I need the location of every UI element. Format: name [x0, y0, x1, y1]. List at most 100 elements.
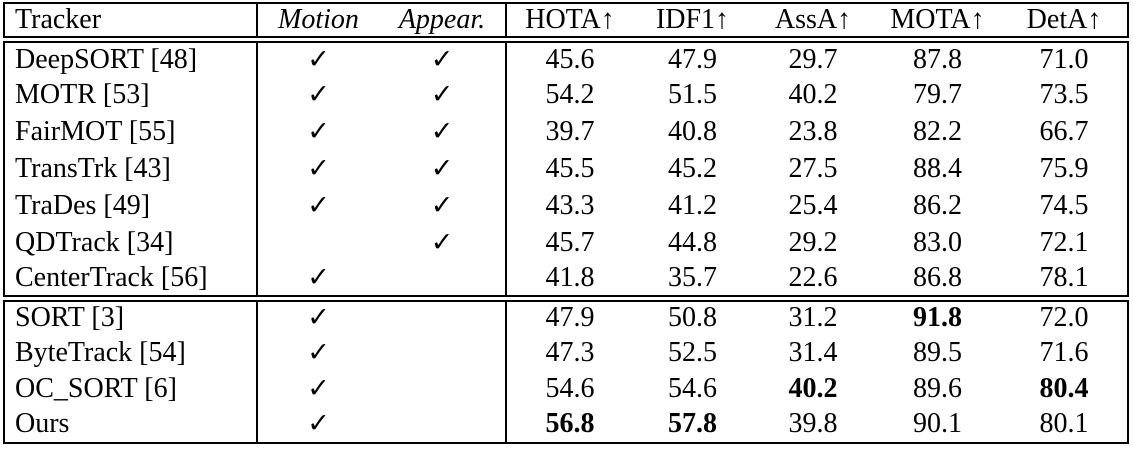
cell-appear: [379, 334, 507, 371]
table-body: DeepSORT [48] ✓ ✓ 45.6 47.9 29.7 87.8 71.0 MOTR …: [4, 39, 1128, 443]
appear-check-icon: ✓: [430, 227, 454, 258]
cell-motion: ✓: [257, 114, 379, 151]
cell-hota: 41.8: [506, 261, 633, 302]
cell-motion: ✓: [257, 299, 379, 335]
header-idf1: IDF1↑: [633, 3, 752, 43]
cell-mota: 88.4: [913, 153, 962, 184]
cell-deta: 75.9: [1039, 153, 1089, 184]
cell-deta: 80.4: [1039, 372, 1089, 404]
motion-check-icon: ✓: [307, 262, 330, 294]
header-motion: Motion: [257, 3, 379, 43]
cell-mota: 79.7: [913, 79, 962, 110]
cell-assa: 29.2: [788, 227, 838, 258]
appear-check-icon: ✓: [430, 79, 454, 110]
cell-motion: ✓: [257, 261, 379, 302]
cell-motion: ✓: [257, 40, 379, 77]
motion-check-icon: ✓: [307, 79, 330, 110]
cell-assa: 25.4: [788, 190, 838, 221]
row-bytetrack-54: ByteTrack [54] ✓ 47.3 52.5 31.4 89.5 71.6: [4, 334, 1128, 371]
cell-tracker: QDTrack [34]: [4, 224, 258, 262]
cell-appear: ✓: [379, 76, 507, 114]
header-deta: DetA↑: [1001, 3, 1128, 43]
cell-mota: 86.2: [913, 190, 962, 221]
cell-assa: 31.2: [788, 302, 838, 334]
cell-idf1: 57.8: [668, 408, 717, 439]
cell-mota: 86.8: [874, 261, 1001, 302]
cell-assa: 27.5: [788, 153, 838, 184]
cell-hota: 54.6: [545, 372, 595, 404]
cell-assa: 40.2: [788, 79, 838, 110]
cell-tracker: FairMOT [55]: [4, 113, 258, 151]
cell-idf1: 40.8: [668, 116, 717, 147]
header-row: Tracker Motion Appear. HOTA↑ IDF1↑ AssA↑ MOTA↑…: [4, 3, 1128, 43]
cell-deta: 74.5: [1039, 190, 1089, 221]
cell-hota: 39.7: [545, 116, 595, 147]
cell-deta: 72.0: [1039, 302, 1089, 334]
cell-appear: ✓: [379, 224, 507, 262]
cell-tracker: MOTR [53]: [4, 76, 258, 114]
motion-check-icon: ✓: [307, 153, 330, 184]
motion-check-icon: ✓: [307, 336, 330, 368]
row-fairmot-55: FairMOT [55] ✓ ✓ 39.7 40.8 23.8 82.2 66.7: [4, 113, 1128, 151]
row-ours: Ours ✓ 56.8 57.8 39.8 90.1 80.1: [4, 406, 1128, 443]
cell-deta: 71.0: [1039, 43, 1089, 75]
cell-deta: 80.1: [1039, 408, 1089, 439]
cell-tracker: DeepSORT [48]: [4, 39, 258, 77]
cell-hota: 43.3: [545, 190, 595, 221]
cell-assa: 23.8: [788, 116, 838, 147]
cell-mota: 89.6: [913, 372, 962, 404]
cell-idf1: 45.2: [668, 153, 717, 184]
cell-motion: ✓: [257, 151, 379, 188]
cell-tracker: Ours: [4, 406, 258, 443]
cell-motion: ✓: [257, 335, 379, 371]
cell-mota: 83.0: [913, 227, 962, 258]
cell-tracker: ByteTrack [54]: [4, 334, 258, 371]
cell-appear: ✓: [379, 113, 507, 151]
cell-hota: 47.9: [545, 302, 595, 334]
tracker-results-table: Tracker Motion Appear. HOTA↑ IDF1↑ AssA↑ MOTA↑…: [3, 2, 1129, 444]
cell-idf1: 50.8: [668, 302, 717, 334]
motion-check-icon: ✓: [307, 43, 330, 75]
motion-check-icon: ✓: [307, 302, 330, 334]
cell-hota: 47.3: [545, 336, 595, 368]
row-deepsort-48: DeepSORT [48] ✓ ✓ 45.6 47.9 29.7 87.8 71.0: [4, 39, 1128, 77]
appear-check-icon: ✓: [430, 153, 454, 184]
header-hota: HOTA↑: [506, 3, 633, 43]
cell-assa: 39.8: [788, 408, 838, 439]
cell-tracker: OC_SORT [6]: [4, 370, 258, 407]
cell-tracker: TransTrk [43]: [4, 150, 258, 188]
cell-motion: ✓: [257, 77, 379, 114]
cell-mota: 89.5: [913, 336, 962, 368]
cell-appear: ✓: [379, 39, 507, 77]
motion-check-icon: ✓: [307, 116, 330, 147]
motion-check-icon: ✓: [307, 408, 330, 439]
cell-idf1: 44.8: [668, 227, 717, 258]
cell-mota: 87.8: [913, 43, 962, 75]
cell-idf1: 41.2: [668, 190, 717, 221]
cell-appear: [379, 406, 507, 443]
row-centertrack-56: CenterTrack [56] ✓ 41.8 35.7 22.6 86.8 78.1: [4, 261, 1128, 302]
cell-deta: 72.1: [1039, 227, 1089, 258]
row-transtrk-43: TransTrk [43] ✓ ✓ 45.5 45.2 27.5 88.4 75.9: [4, 150, 1128, 188]
cell-motion: [257, 225, 379, 262]
cell-hota: 45.7: [545, 227, 595, 258]
cell-tracker: TraDes [49]: [4, 187, 258, 225]
cell-mota: 90.1: [913, 408, 962, 439]
motion-check-icon: ✓: [307, 372, 330, 404]
cell-hota: 45.6: [545, 43, 595, 75]
appear-check-icon: ✓: [430, 116, 454, 147]
cell-mota: 91.8: [913, 302, 962, 334]
motion-check-icon: ✓: [307, 190, 330, 221]
cell-appear: [379, 298, 507, 335]
cell-motion: ✓: [257, 371, 379, 407]
cell-tracker: CenterTrack [56]: [4, 261, 258, 302]
header-mota: MOTA↑: [874, 3, 1001, 43]
appear-check-icon: ✓: [430, 43, 454, 75]
cell-tracker: SORT [3]: [4, 298, 258, 335]
cell-mota: 82.2: [913, 116, 962, 147]
row-sort-3: SORT [3] ✓ 47.9 50.8 31.2 91.8 72.0: [4, 298, 1128, 335]
cell-assa: 29.7: [788, 43, 838, 75]
cell-hota: 54.2: [545, 79, 595, 110]
cell-assa: 31.4: [788, 336, 838, 368]
